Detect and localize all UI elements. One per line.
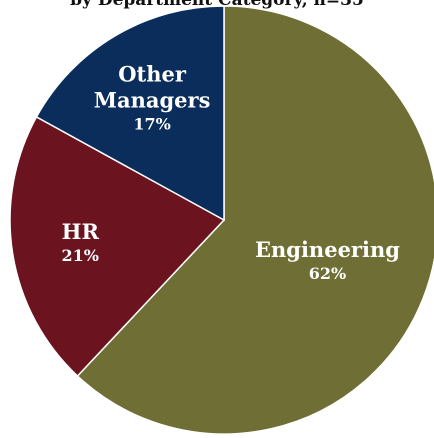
chart-subtitle: by Department Category, n=35 (70, 0, 364, 10)
slice-label-engineering: Engineering (255, 237, 400, 262)
slice-percent-engineering: 62% (309, 264, 346, 283)
slice-percent-other-managers: 17% (133, 114, 170, 133)
slice-label-hr: HR (62, 219, 100, 244)
pie-slice-other-managers (35, 5, 225, 222)
slice-label-other-managers-line-2: Managers (94, 87, 211, 112)
slice-label-other-managers-line-1: Other (118, 61, 187, 86)
pie-slice-hr (9, 115, 226, 378)
pie-slice-engineering (76, 5, 434, 435)
slice-percent-hr: 21% (62, 246, 99, 265)
